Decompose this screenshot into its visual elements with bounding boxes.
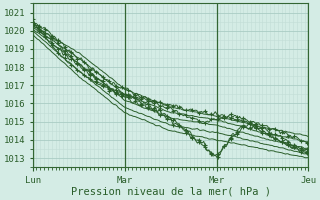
- X-axis label: Pression niveau de la mer( hPa ): Pression niveau de la mer( hPa ): [70, 187, 270, 197]
